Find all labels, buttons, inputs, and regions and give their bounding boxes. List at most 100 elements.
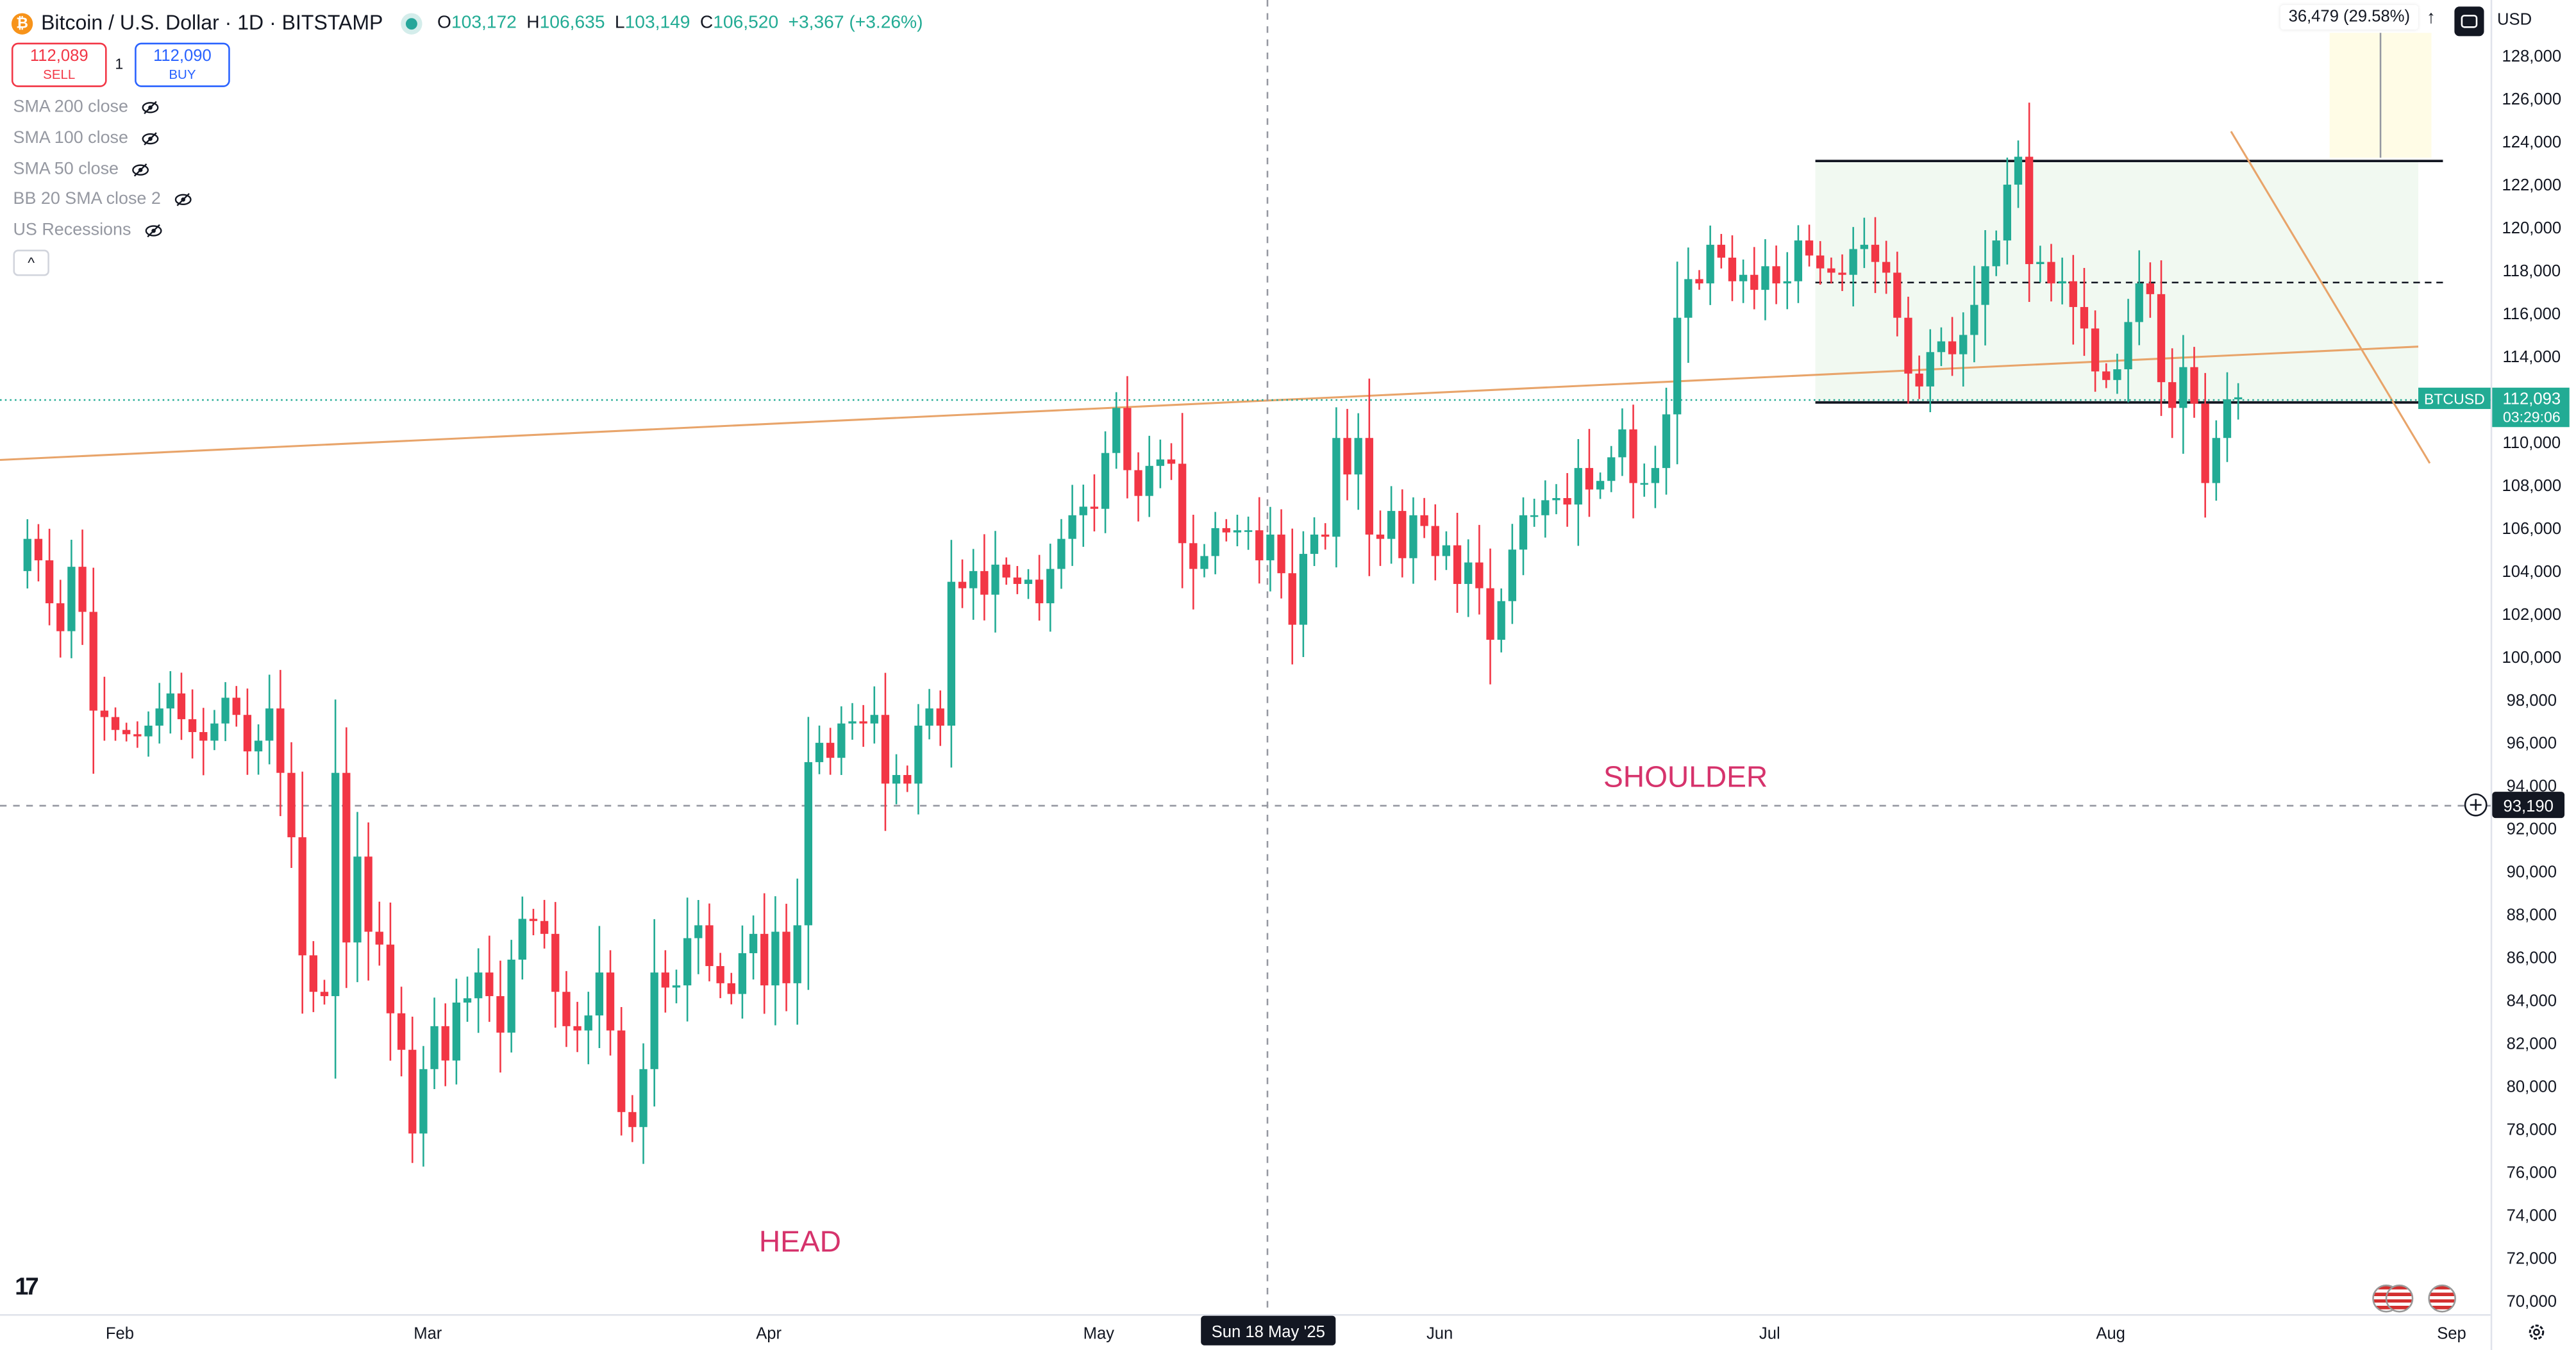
candle-body <box>771 931 780 986</box>
candle <box>1431 504 1439 581</box>
hidden-eye-icon[interactable] <box>141 97 159 115</box>
indicator-sma100[interactable]: SMA 100 close <box>13 128 160 148</box>
candle-body <box>1563 498 1571 505</box>
candle <box>1387 486 1396 564</box>
candle <box>1420 497 1428 538</box>
shoulder-annotation[interactable]: SHOULDER <box>1603 760 1768 793</box>
screenshot-button[interactable] <box>2454 6 2484 37</box>
candle-body <box>210 723 219 741</box>
hidden-eye-icon[interactable] <box>144 221 162 239</box>
indicator-bollinger[interactable]: BB 20 SMA close 2 <box>13 189 192 208</box>
candle <box>430 997 439 1089</box>
time-axis[interactable]: Feb Mar Apr May Jun Jul Aug Sep <box>106 1324 2466 1342</box>
candle-body <box>89 612 97 711</box>
indicator-us-recessions[interactable]: US Recessions <box>13 220 163 240</box>
candle-body <box>1937 341 1946 353</box>
rising-trendline[interactable] <box>0 346 2419 462</box>
candle-body <box>1585 468 1594 490</box>
candle-body <box>1871 244 1880 262</box>
candle <box>1376 510 1385 566</box>
symbol-title[interactable]: Bitcoin / U.S. Dollar · 1D · BITSTAMP <box>41 11 383 35</box>
candle-body <box>1486 588 1494 640</box>
candle <box>78 529 87 646</box>
candle-body <box>1090 506 1099 509</box>
measure-label: 36,479 (29.58%) <box>2280 4 2418 30</box>
candle-body <box>1332 438 1341 537</box>
candle <box>67 539 76 658</box>
candle-body <box>375 931 383 945</box>
candle-body <box>1255 530 1264 561</box>
candle-body <box>2157 294 2166 383</box>
price-tick-label: 124,000 <box>2502 133 2562 151</box>
candle <box>925 688 933 740</box>
candle <box>1321 523 1330 550</box>
candle-body <box>870 715 878 724</box>
candle-body <box>1343 438 1351 475</box>
candle <box>672 969 681 1004</box>
hidden-eye-icon[interactable] <box>174 190 192 208</box>
candle-body <box>617 1030 626 1112</box>
candle-body <box>496 996 505 1033</box>
candle <box>1354 413 1362 510</box>
candle-body <box>2047 262 2055 284</box>
candle <box>991 531 999 633</box>
order-quantity[interactable]: 1 <box>115 56 124 72</box>
crosshair-price-tag <box>2492 792 2565 819</box>
candle <box>276 670 285 817</box>
candle <box>111 707 120 741</box>
collapse-legend-button[interactable]: ^ <box>13 249 49 276</box>
symbol-header[interactable]: ₿ Bitcoin / U.S. Dollar · 1D · BITSTAMP … <box>11 8 923 38</box>
candle <box>573 1001 581 1053</box>
crosshair-date-tag <box>1201 1315 1336 1346</box>
price-tick-label: 120,000 <box>2502 219 2562 237</box>
sell-button[interactable]: 112,089 SELL <box>11 42 107 87</box>
indicator-sma200[interactable]: SMA 200 close <box>13 97 160 117</box>
us-flag-icon-2[interactable] <box>2385 1284 2414 1313</box>
candle-body <box>705 925 714 967</box>
candle-body <box>2113 369 2121 380</box>
candle <box>760 893 769 1014</box>
time-tick-label: Jul <box>1759 1324 1780 1342</box>
candle-body <box>1321 534 1330 537</box>
candle-body <box>353 856 362 943</box>
hidden-eye-icon[interactable] <box>141 129 159 147</box>
candle-body <box>639 1069 648 1128</box>
candle <box>2014 140 2023 208</box>
candle-body <box>1002 564 1010 578</box>
candle <box>1981 230 1989 346</box>
price-tick-label: 98,000 <box>2507 692 2557 710</box>
candle-body <box>1750 274 1759 290</box>
indicator-sma50[interactable]: SMA 50 close <box>13 160 150 179</box>
currency-selector[interactable]: USD <box>2497 11 2532 30</box>
candle <box>584 992 592 1065</box>
economic-event-icon[interactable] <box>2428 1284 2456 1313</box>
falling-trendline[interactable] <box>2230 131 2431 464</box>
gear-icon[interactable] <box>2527 1322 2547 1342</box>
candle <box>914 704 923 815</box>
candle <box>1090 474 1099 532</box>
candle-body <box>430 1026 439 1069</box>
candle-body <box>573 1026 581 1031</box>
candle <box>23 519 31 589</box>
candle <box>1167 443 1176 480</box>
candle-body <box>2014 156 2023 185</box>
candle-body <box>1024 579 1033 584</box>
candle <box>1640 463 1648 497</box>
candle-body <box>540 921 549 934</box>
candle <box>782 903 790 1012</box>
buy-button[interactable]: 112,090 BUY <box>135 42 230 87</box>
candle-body <box>826 742 835 758</box>
candle <box>34 524 43 581</box>
candle-body <box>914 725 923 784</box>
candle <box>364 822 372 981</box>
head-annotation[interactable]: HEAD <box>759 1225 841 1258</box>
candle-body <box>419 1069 428 1134</box>
price-axis[interactable]: 70,000 72,000 74,000 76,000 78,000 80,000 82,0… <box>2502 47 2562 1310</box>
candle-body <box>1607 457 1616 481</box>
tradingview-logo-icon[interactable]: 17 <box>15 1272 39 1301</box>
candle <box>1772 245 1780 304</box>
hidden-eye-icon[interactable] <box>132 160 150 178</box>
candle <box>749 915 758 979</box>
candle <box>1618 408 1627 476</box>
